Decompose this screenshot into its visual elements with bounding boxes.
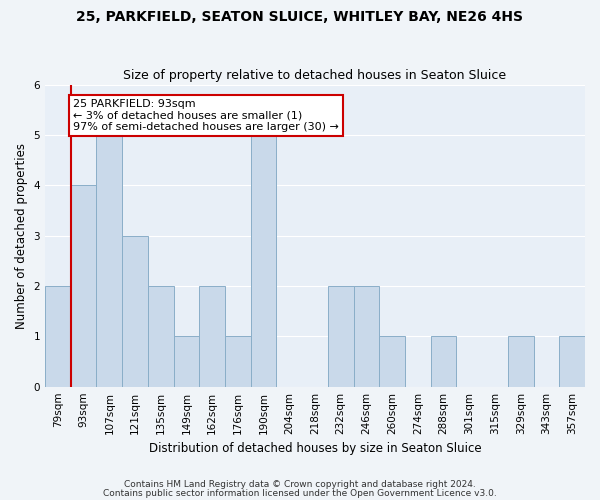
X-axis label: Distribution of detached houses by size in Seaton Sluice: Distribution of detached houses by size … (149, 442, 481, 455)
Bar (97, 135, 122, 386)
Bar (328, 286, 353, 386)
Title: Size of property relative to detached houses in Seaton Sluice: Size of property relative to detached ho… (124, 69, 506, 82)
Bar (71, 186, 97, 386)
Text: 25 PARKFIELD: 93sqm
← 3% of detached houses are smaller (1)
97% of semi-detached: 25 PARKFIELD: 93sqm ← 3% of detached hou… (73, 98, 339, 132)
Text: 25, PARKFIELD, SEATON SLUICE, WHITLEY BAY, NE26 4HS: 25, PARKFIELD, SEATON SLUICE, WHITLEY BA… (77, 10, 523, 24)
Bar (559, 336, 585, 386)
Bar (431, 336, 457, 386)
Bar (251, 135, 277, 386)
Bar (45, 286, 71, 386)
Text: Contains public sector information licensed under the Open Government Licence v3: Contains public sector information licen… (103, 490, 497, 498)
Bar (199, 286, 225, 386)
Bar (353, 286, 379, 386)
Bar (225, 336, 251, 386)
Bar (148, 286, 173, 386)
Text: Contains HM Land Registry data © Crown copyright and database right 2024.: Contains HM Land Registry data © Crown c… (124, 480, 476, 489)
Bar (173, 336, 199, 386)
Bar (508, 336, 533, 386)
Y-axis label: Number of detached properties: Number of detached properties (15, 142, 28, 328)
Bar (122, 236, 148, 386)
Bar (379, 336, 405, 386)
